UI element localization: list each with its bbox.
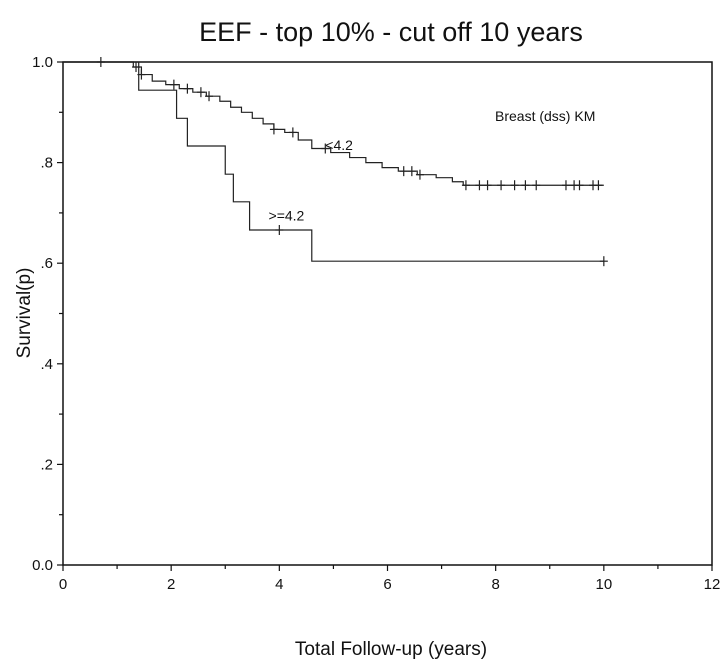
y-tick-label: 1.0 (32, 54, 53, 71)
y-tick-label: .8 (40, 155, 53, 172)
x-tick-label: 6 (383, 576, 391, 593)
series-curve-2 (63, 61, 604, 262)
x-tick-label: 8 (491, 576, 499, 593)
plot-frame (62, 61, 713, 566)
y-axis-ticks: 0.0 .2 .4 .6 .8 1.0 (32, 54, 63, 574)
x-axis-label: Total Follow-up (years) (295, 639, 487, 660)
y-tick-label: .2 (40, 456, 53, 473)
legend-text: Breast (dss) KM (495, 108, 595, 124)
x-tick-label: 2 (167, 576, 175, 593)
x-tick-label: 12 (704, 576, 721, 593)
x-tick-label: 0 (59, 576, 67, 593)
x-axis-ticks: 0 2 4 6 8 10 12 (59, 565, 721, 593)
y-tick-label: .6 (40, 255, 53, 272)
y-tick-label: .4 (40, 356, 53, 373)
y-axis-label: Survival(p) (14, 268, 35, 359)
chart-title: EEF - top 10% - cut off 10 years (199, 17, 583, 47)
series-label-2: >=4.2 (269, 207, 305, 223)
series-label-1: <4.2 (325, 137, 353, 153)
y-tick-label: 0.0 (32, 557, 53, 574)
x-tick-label: 10 (595, 576, 612, 593)
series-layer: <4.2 >=4.2 (63, 57, 608, 267)
x-tick-label: 4 (275, 576, 283, 593)
